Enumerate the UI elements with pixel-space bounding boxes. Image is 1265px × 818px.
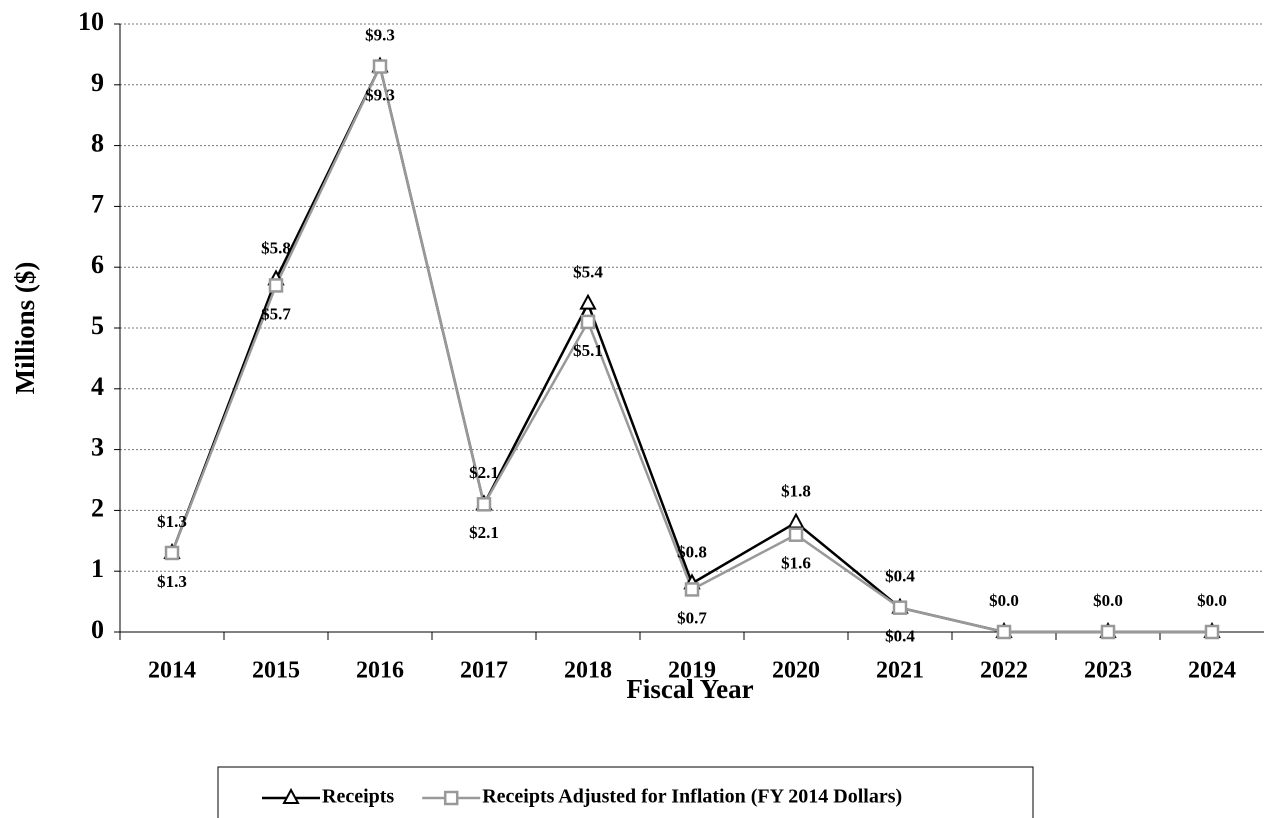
marker: [1100, 624, 1116, 640]
marker: [579, 293, 597, 310]
data-label: $1.3: [157, 572, 187, 591]
marker: [996, 624, 1012, 640]
x-tick-label: 2022: [980, 658, 1028, 684]
marker: [787, 512, 805, 529]
y-tick-label: 0: [91, 615, 104, 644]
y-tick-label: 2: [91, 493, 104, 522]
y-tick-label: 9: [91, 68, 104, 97]
y-tick-label: 5: [91, 311, 104, 340]
data-label: $0.0: [989, 591, 1019, 610]
x-tick-label: 2024: [1188, 658, 1236, 684]
x-tick-label: 2021: [876, 658, 924, 684]
y-tick-label: 8: [91, 129, 104, 158]
data-label: $2.1: [469, 463, 499, 482]
y-tick-label: 6: [91, 250, 104, 279]
data-label: $1.8: [781, 481, 811, 500]
x-tick-label: 2023: [1084, 658, 1132, 684]
data-label: $1.3: [157, 512, 187, 531]
y-axis-title: Millions ($): [10, 262, 40, 395]
x-axis-title: Fiscal Year: [626, 674, 753, 704]
marker: [443, 790, 459, 806]
y-tick-label: 1: [91, 554, 104, 583]
marker: [476, 497, 492, 512]
marker: [1204, 624, 1220, 640]
data-label: $9.3: [365, 25, 395, 44]
y-tick-label: 7: [91, 189, 104, 218]
data-label: $0.0: [1197, 591, 1227, 610]
x-tick-label: 2018: [564, 658, 612, 684]
data-label: $9.3: [365, 85, 395, 104]
legend-label: Receipts Adjusted for Inflation (FY 2014…: [482, 786, 902, 808]
x-tick-label: 2016: [356, 658, 404, 684]
legend-label: Receipts: [322, 786, 394, 808]
legend-box: [217, 766, 1034, 818]
y-tick-label: 4: [91, 372, 104, 401]
x-tick-label: 2019: [668, 658, 716, 684]
data-label: $0.4: [885, 627, 915, 646]
data-label: $5.8: [261, 238, 291, 257]
marker: [788, 527, 804, 542]
marker: [282, 787, 300, 804]
data-label: $5.7: [261, 304, 291, 323]
data-label: $2.1: [469, 523, 499, 542]
data-label: $0.0: [1093, 591, 1123, 610]
y-tick-label: 10: [78, 7, 104, 36]
data-label: $1.6: [781, 554, 811, 573]
x-tick-label: 2017: [460, 658, 508, 684]
x-tick-label: 2020: [772, 658, 820, 684]
data-label: $5.4: [573, 263, 603, 282]
x-tick-label: 2014: [148, 658, 196, 684]
marker: [268, 278, 284, 293]
marker: [580, 314, 596, 330]
x-tick-label: 2015: [252, 658, 300, 684]
data-label: $0.4: [885, 567, 915, 586]
data-label: $0.7: [677, 608, 707, 627]
marker: [684, 582, 700, 597]
marker: [372, 59, 388, 74]
marker: [892, 600, 908, 615]
marker: [164, 545, 180, 561]
data-label: $5.1: [573, 341, 603, 360]
y-tick-label: 3: [91, 433, 104, 462]
data-label: $0.8: [677, 542, 707, 561]
